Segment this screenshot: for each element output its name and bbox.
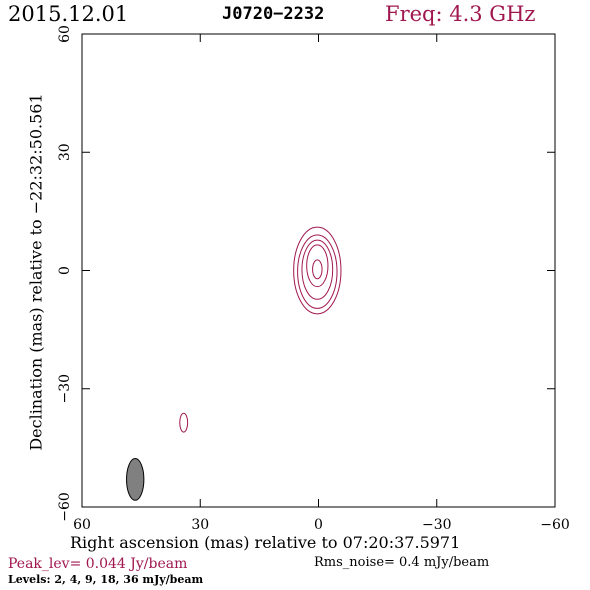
plot-frame: [81, 33, 556, 508]
core-contour-2mjy: [293, 226, 342, 315]
core-contour-4mjy: [297, 234, 338, 309]
y-tick-label: −60: [57, 492, 73, 522]
x-tick-label: 0: [314, 517, 323, 533]
x-tick-label: 60: [73, 517, 91, 533]
y-tick-label: 0: [57, 266, 73, 275]
peak-level: Peak_lev= 0.044 Jy/beam: [8, 556, 188, 572]
core-contour-18mjy: [306, 244, 329, 288]
core-contour-36mjy: [312, 259, 323, 280]
frequency-label: Freq: 4.3 GHz: [385, 2, 536, 26]
source-name: J0720−2232: [222, 4, 325, 24]
core-contour-9mjy: [301, 239, 334, 300]
x-tick-label: −30: [422, 517, 452, 533]
x-axis-label: Right ascension (mas) relative to 07:20:…: [70, 533, 461, 552]
restoring-beam: [126, 458, 145, 501]
observation-date: 2015.12.01: [8, 2, 129, 26]
contour-levels: Levels: 2, 4, 9, 18, 36 mJy/beam: [8, 573, 204, 586]
x-tick-label: 30: [191, 517, 209, 533]
rms-noise: Rms_noise= 0.4 mJy/beam: [314, 555, 490, 570]
y-tick-label: 30: [57, 143, 73, 161]
y-tick-label: 60: [57, 25, 73, 43]
y-tick-label: −30: [57, 374, 73, 404]
x-tick-label: −60: [540, 517, 570, 533]
y-axis-label: Declination (mas) relative to −22:32:50.…: [26, 93, 46, 451]
knot-contour-2mjy: [179, 412, 189, 433]
